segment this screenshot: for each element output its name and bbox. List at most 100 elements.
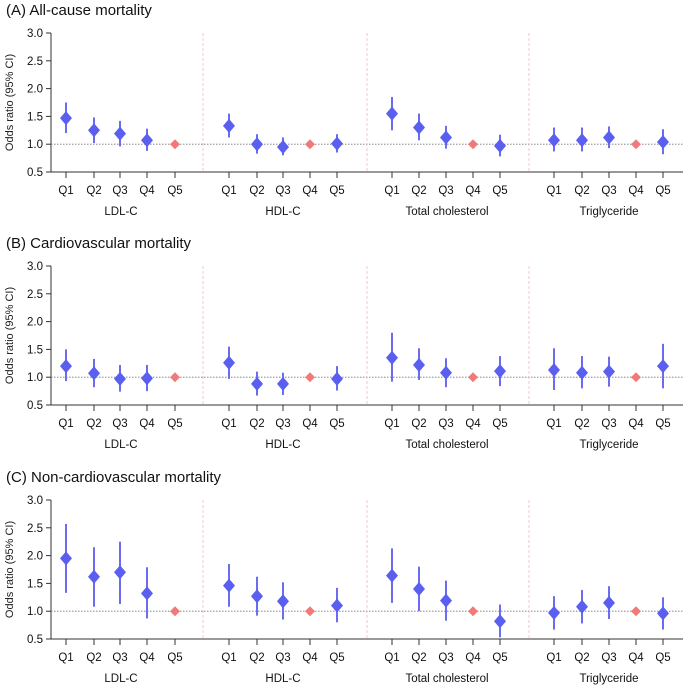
odds-ratio-point [440, 365, 452, 380]
odds-ratio-point [141, 371, 153, 386]
panel-title: (A) All-cause mortality [6, 2, 152, 19]
odds-ratio-point [440, 130, 452, 145]
odds-ratio-point [494, 614, 506, 629]
quintile-label: Q2 [249, 185, 264, 197]
panel-title: (C) Non-cardiovascular mortality [6, 469, 222, 486]
odds-ratio-point [88, 569, 100, 584]
y-tick-label: 2.0 [27, 84, 43, 96]
panel-3: (C) Non-cardiovascular mortality Odds rat… [4, 469, 683, 685]
group-label: Triglyceride [579, 206, 638, 218]
quintile-label: Q4 [465, 418, 481, 430]
reference-point [468, 372, 478, 383]
quintile-label: Q3 [112, 418, 127, 430]
quintile-label: Q1 [58, 418, 73, 430]
quintile-label: Q1 [546, 185, 561, 197]
quintile-label: Q4 [465, 652, 481, 664]
odds-ratio-point [141, 586, 153, 601]
reference-point [631, 372, 641, 383]
quintile-label: Q3 [438, 652, 453, 664]
reference-point [305, 606, 315, 617]
reference-point [170, 606, 180, 617]
quintile-label: Q5 [329, 418, 344, 430]
odds-ratio-point [223, 118, 235, 133]
quintile-label: Q4 [139, 185, 155, 197]
odds-ratio-point [114, 565, 126, 580]
odds-ratio-point [603, 364, 615, 379]
odds-ratio-point [141, 133, 153, 148]
y-tick-label: 2.5 [27, 523, 43, 535]
reference-point [468, 139, 478, 150]
odds-ratio-point [277, 139, 289, 154]
quintile-label: Q3 [275, 652, 290, 664]
group-label: Triglyceride [579, 673, 638, 685]
odds-ratio-point [494, 364, 506, 379]
odds-ratio-point [223, 355, 235, 370]
odds-ratio-point [88, 123, 100, 138]
y-tick-label: 1.5 [27, 578, 43, 590]
y-axis-label: Odds ratio (95% CI) [4, 521, 16, 618]
quintile-label: Q4 [139, 418, 155, 430]
odds-ratio-point [386, 568, 398, 583]
quintile-label: Q1 [58, 652, 73, 664]
odds-ratio-point [657, 359, 669, 374]
quintile-label: Q3 [275, 185, 290, 197]
odds-ratio-point [114, 371, 126, 386]
quintile-label: Q5 [167, 418, 182, 430]
reference-point [305, 139, 315, 150]
odds-ratio-point [331, 598, 343, 613]
quintile-label: Q2 [574, 185, 589, 197]
y-tick-label: 2.5 [27, 289, 43, 301]
y-axis-label: Odds ratio (95% CI) [4, 287, 16, 384]
quintile-label: Q3 [275, 418, 290, 430]
group-label: LDL-C [104, 206, 137, 218]
odds-ratio-point [413, 120, 425, 135]
y-tick-label: 3.0 [27, 28, 43, 40]
odds-ratio-point [440, 593, 452, 608]
quintile-label: Q2 [86, 185, 101, 197]
odds-ratio-point [548, 605, 560, 620]
panel-1: (A) All-cause mortality Odds ratio (95% C… [4, 2, 683, 218]
quintile-label: Q5 [329, 652, 344, 664]
odds-ratio-point [251, 137, 263, 152]
odds-ratio-point [657, 606, 669, 621]
odds-ratio-point [251, 376, 263, 391]
quintile-label: Q2 [574, 652, 589, 664]
quintile-label: Q1 [221, 185, 236, 197]
quintile-label: Q2 [86, 652, 101, 664]
y-tick-label: 2.0 [27, 317, 43, 329]
quintile-label: Q5 [492, 185, 507, 197]
group-label: HDL-C [265, 673, 300, 685]
group-3: Q1 Q2 Q3 Q4 Q5 Triglyceride [546, 586, 671, 685]
group-label: LDL-C [104, 439, 137, 451]
odds-ratio-point [548, 133, 560, 148]
quintile-label: Q5 [492, 652, 507, 664]
odds-ratio-point [331, 136, 343, 151]
odds-ratio-point [88, 366, 100, 381]
odds-ratio-point [386, 106, 398, 121]
quintile-label: Q5 [329, 185, 344, 197]
reference-point [170, 372, 180, 383]
reference-point [305, 372, 315, 383]
group-label: Total cholesterol [405, 673, 488, 685]
y-axis-label: Odds ratio (95% CI) [4, 54, 16, 151]
quintile-label: Q4 [302, 652, 318, 664]
odds-ratio-point [657, 134, 669, 149]
quintile-label: Q2 [249, 652, 264, 664]
quintile-label: Q3 [601, 418, 616, 430]
panel-title: (B) Cardiovascular mortality [6, 235, 192, 252]
group-0: Q1 Q2 Q3 Q4 Q5 LDL-C [58, 102, 183, 218]
group-0: Q1 Q2 Q3 Q4 Q5 LDL-C [58, 523, 183, 685]
quintile-label: Q3 [112, 652, 127, 664]
quintile-label: Q4 [139, 652, 155, 664]
group-label: LDL-C [104, 673, 137, 685]
odds-ratio-point [277, 376, 289, 391]
quintile-label: Q2 [86, 418, 101, 430]
quintile-label: Q5 [167, 185, 182, 197]
y-tick-label: 2.0 [27, 551, 43, 563]
quintile-label: Q3 [601, 652, 616, 664]
reference-point [631, 139, 641, 150]
group-0: Q1 Q2 Q3 Q4 Q5 LDL-C [58, 349, 183, 451]
group-label: Total cholesterol [405, 439, 488, 451]
quintile-label: Q4 [628, 418, 644, 430]
